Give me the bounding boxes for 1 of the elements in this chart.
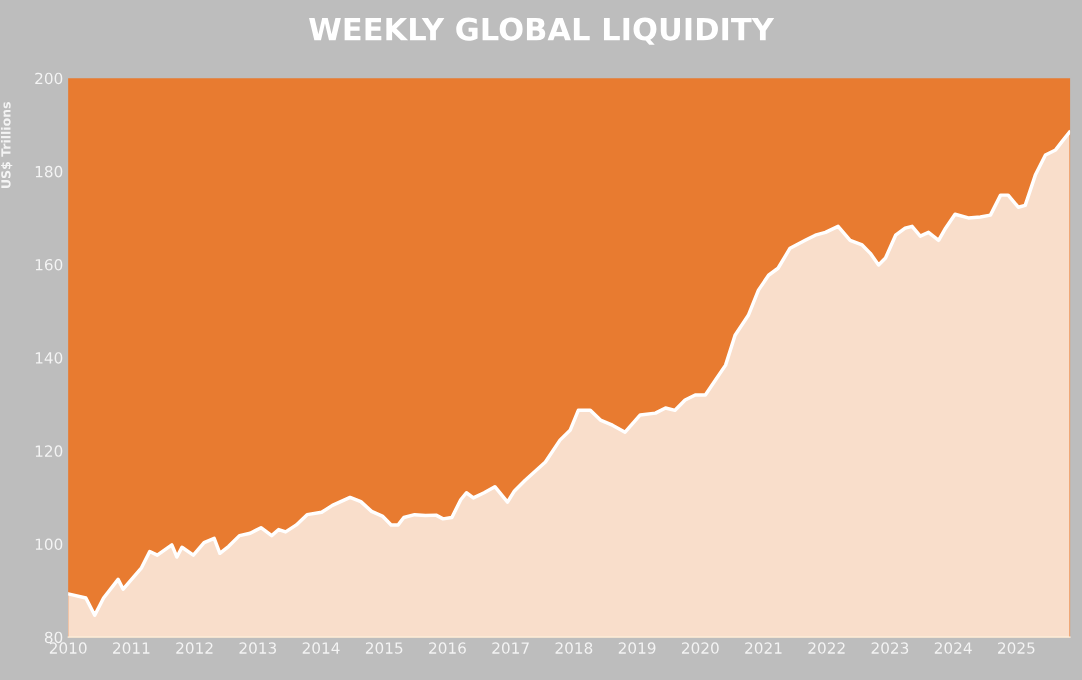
chart-title: WEEKLY GLOBAL LIQUIDITY xyxy=(309,17,775,45)
